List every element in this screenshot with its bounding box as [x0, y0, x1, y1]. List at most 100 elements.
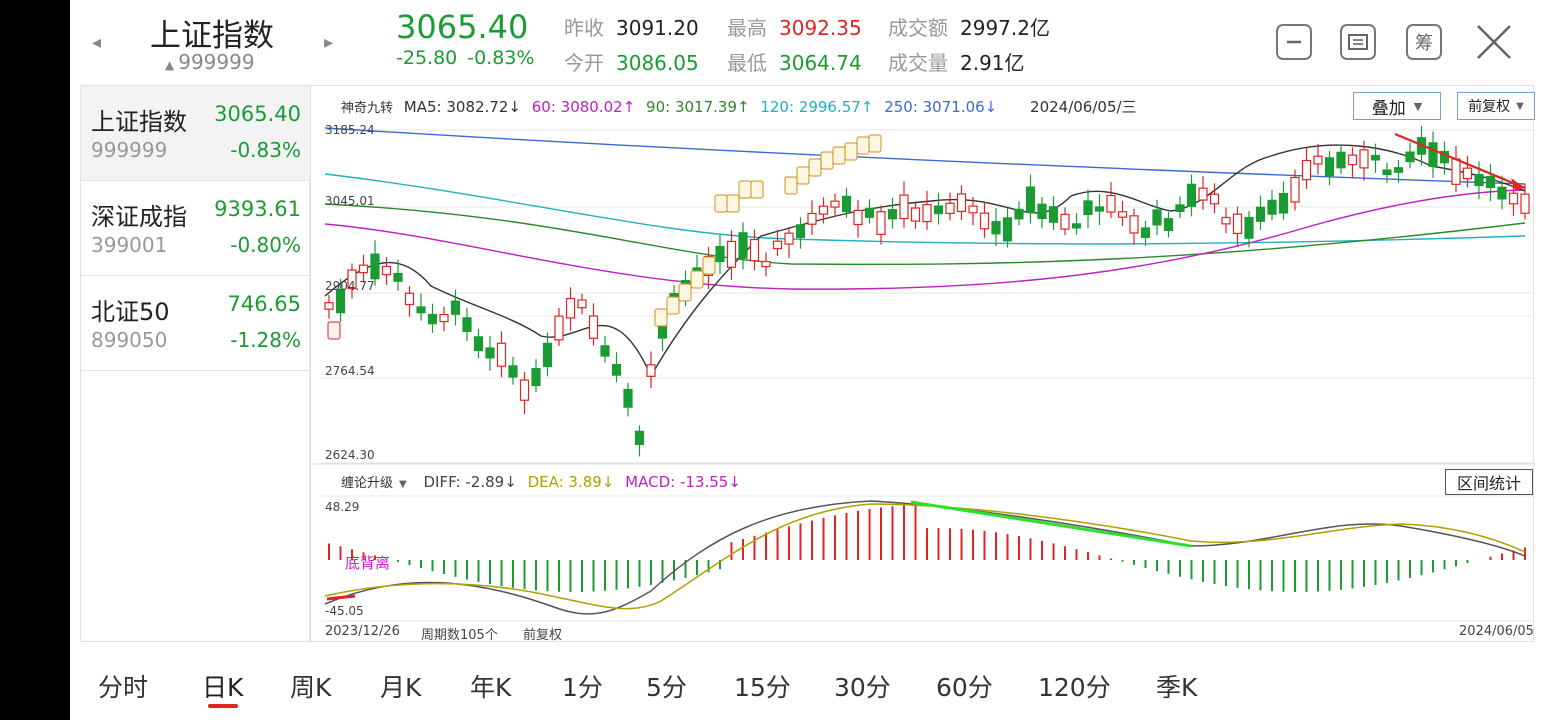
tab-quarterly[interactable]: 季K [1156, 673, 1198, 702]
overlay-button[interactable]: 叠加 ▼ [1353, 92, 1441, 120]
tab-intraday[interactable]: 分时 [98, 673, 149, 702]
range-stats-button[interactable]: 区间统计 [1445, 469, 1533, 495]
candle-body [1060, 213, 1070, 230]
screen-icon [1348, 34, 1368, 50]
next-index-icon[interactable]: ▸ [324, 32, 334, 53]
candle-body [335, 288, 346, 314]
candle-body [381, 265, 392, 276]
tab-30min[interactable]: 30分 [834, 673, 891, 702]
ma5-line [324, 144, 1526, 378]
nine-turn-marker [832, 146, 846, 165]
prev-index-icon[interactable]: ◂ [92, 32, 102, 53]
diff-line [324, 500, 1526, 615]
watchlist-item-sh[interactable]: 上证指数 999999 3065.40 -0.83% [81, 86, 311, 181]
tab-daily[interactable]: 日K [202, 673, 244, 702]
change-percent: -0.83% [467, 47, 535, 69]
candle-body [922, 204, 932, 223]
dea-line [324, 503, 1526, 610]
screen-button[interactable] [1340, 24, 1376, 60]
candle-body [956, 193, 967, 212]
candle-body [1485, 175, 1496, 189]
candle-body [1393, 167, 1404, 173]
item-code: 399001 [91, 233, 168, 257]
date-label: 2024/06/05/三 [1030, 98, 1137, 116]
candle-body [1129, 215, 1139, 234]
candle-body [542, 342, 553, 368]
tab-60min[interactable]: 60分 [936, 673, 993, 702]
macd-legend: 缠论升级 ▼ DIFF: -2.89↓ DEA: 3.89↓ MACD: -13.… [341, 472, 747, 491]
chips-button[interactable]: 筹 [1406, 24, 1442, 60]
stock-app: ◂ ▸ 上证指数 ▲ 999999 3065.40 -25.80 -0.83% 昨收… [70, 0, 1560, 720]
price-axis-label: 2624.30 [325, 448, 375, 462]
adjust-button[interactable]: 前复权 ▼ [1457, 92, 1535, 120]
candle-body [772, 240, 783, 250]
candle-body [1301, 159, 1312, 181]
candle-body [910, 207, 921, 222]
macd-indicator-name[interactable]: 缠论升级 [341, 476, 394, 491]
price-axis-label: 2904.77 [325, 279, 375, 293]
minimize-icon [1287, 40, 1301, 44]
nine-turn-marker [868, 134, 882, 153]
candle-body [1037, 203, 1047, 220]
ma5-label: MA5: 3082.72↓ [403, 98, 521, 116]
end-date: 2024/06/05 [1459, 624, 1534, 639]
tab-weekly[interactable]: 周K [290, 673, 332, 702]
candle-body [508, 365, 518, 378]
candle-body [462, 317, 472, 333]
tab-120min[interactable]: 120分 [1038, 673, 1111, 702]
kline-chart[interactable] [311, 86, 1535, 643]
ma60-label: 60: 3080.02↑ [531, 98, 636, 116]
candle-body [404, 292, 415, 306]
nine-turn-marker [327, 321, 341, 340]
candle-body [807, 212, 817, 225]
candle-body [1497, 186, 1507, 200]
candle-body [1094, 206, 1105, 212]
candle-body [726, 240, 737, 268]
tab-1min[interactable]: 1分 [562, 673, 603, 702]
candle-body [1198, 187, 1208, 201]
candle-body [1290, 176, 1300, 203]
candle-body [1106, 194, 1116, 213]
candle-body [1209, 193, 1220, 205]
quote-prev-close: 昨收 3091.20 [564, 16, 699, 40]
candle-body [1221, 216, 1231, 225]
tab-yearly[interactable]: 年K [470, 673, 512, 702]
index-code: ▲ 999999 [165, 50, 255, 74]
candle-body [1186, 183, 1197, 207]
adjust-label: 前复权 [523, 628, 563, 643]
tab-monthly[interactable]: 月K [380, 673, 422, 702]
candle-body [1370, 155, 1381, 161]
candle-body [416, 306, 426, 314]
period-count: 周期数105个 [421, 628, 498, 643]
quote-open: 今开 3086.05 [564, 51, 699, 75]
minimize-button[interactable] [1276, 24, 1312, 60]
tab-5min[interactable]: 5分 [646, 673, 687, 702]
close-button[interactable] [1474, 22, 1514, 62]
dea-label: DEA: 3.89↓ [527, 473, 615, 491]
item-code: 999999 [91, 138, 168, 162]
candle-body [1152, 209, 1162, 226]
current-price: 3065.40 [396, 8, 529, 46]
candle-body [1267, 199, 1277, 215]
candle-body [496, 342, 507, 367]
candle-body [1163, 218, 1174, 232]
candle-body [1014, 208, 1024, 220]
ma120-label: 120: 2996.57↑ [760, 98, 874, 116]
candle-body [577, 299, 587, 309]
item-pct: -0.83% [230, 138, 301, 162]
item-price: 746.65 [227, 292, 301, 316]
nine-turn-marker [702, 256, 716, 275]
trend-arrow-head [1511, 178, 1525, 190]
candle-body [439, 313, 449, 323]
watchlist-item-sz[interactable]: 深证成指 399001 9393.61 -0.80% [81, 181, 311, 276]
nine-turn-marker [856, 136, 870, 155]
tab-15min[interactable]: 15分 [734, 673, 791, 702]
candle-body [485, 347, 495, 359]
watchlist-item-bz[interactable]: 北证50 899050 746.65 -1.28% [81, 276, 311, 371]
candle-body [991, 220, 1001, 235]
candle-body [657, 325, 668, 339]
item-price: 9393.61 [214, 197, 301, 221]
candle-body [519, 379, 530, 401]
ma250-label: 250: 3071.06↓ [884, 98, 998, 116]
indicator-name[interactable]: 神奇九转 [341, 101, 394, 116]
